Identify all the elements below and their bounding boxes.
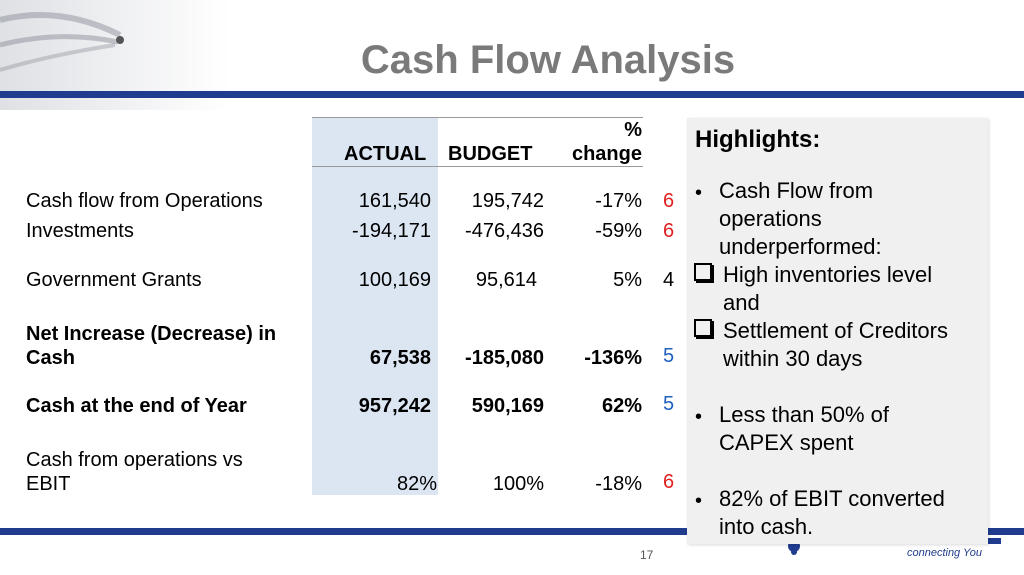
row-change: -18% <box>595 473 642 495</box>
row-actual: 161,540 <box>358 190 431 212</box>
highlight-text: CAPEX spent <box>719 430 854 455</box>
logo-tagline: connecting You <box>907 547 982 559</box>
bullet-icon: • <box>695 182 703 204</box>
row-change: -17% <box>595 190 642 212</box>
highlights-panel <box>687 118 988 544</box>
bottom-accent-bar <box>0 528 1024 535</box>
top-accent-bar <box>0 91 1024 98</box>
row-label-line1: Cash from operations vs <box>26 449 243 471</box>
row-actual: -194,171 <box>352 220 431 242</box>
header-change-line1: % <box>624 119 642 141</box>
row-marker: 5 <box>663 345 675 367</box>
bullet-icon: • <box>695 490 703 512</box>
row-label-line2: EBIT <box>26 473 71 495</box>
table-header-rule <box>312 166 643 167</box>
row-marker: 4 <box>663 269 675 291</box>
highlights-title: Highlights: <box>695 126 821 153</box>
highlight-text: and <box>723 290 760 315</box>
highlight-text: into cash. <box>719 514 814 539</box>
row-change: -136% <box>584 347 642 369</box>
row-actual: 100,169 <box>358 269 431 291</box>
row-budget: -185,080 <box>465 347 544 369</box>
row-marker: 6 <box>663 190 675 212</box>
row-marker: 5 <box>663 393 675 415</box>
row-actual: 957,242 <box>358 395 431 417</box>
page-number: 17 <box>640 548 654 562</box>
highlight-text: underperformed: <box>719 234 882 259</box>
row-marker: 6 <box>663 471 675 493</box>
row-change: 62% <box>601 395 642 417</box>
highlight-text: within 30 days <box>723 346 863 371</box>
highlight-text: Cash Flow from <box>719 178 874 203</box>
page-title: Cash Flow Analysis <box>360 38 736 82</box>
row-label-line2: Cash <box>26 347 75 369</box>
actual-column-highlight <box>312 117 438 495</box>
highlight-text: operations <box>719 206 822 231</box>
row-label: Government Grants <box>26 269 202 291</box>
row-budget: 590,169 <box>471 395 544 417</box>
header-change-line2: change <box>571 143 642 165</box>
checkbox-icon <box>694 319 712 337</box>
row-budget: -476,436 <box>465 220 544 242</box>
row-change: -59% <box>595 220 642 242</box>
highlight-text: Less than 50% of <box>719 402 890 427</box>
header-budget: BUDGET <box>448 143 533 165</box>
row-budget: 95,614 <box>475 269 537 291</box>
row-budget: 195,742 <box>471 190 544 212</box>
header-actual: ACTUAL <box>344 143 427 165</box>
row-marker: 6 <box>663 220 675 242</box>
row-label: Cash at the end of Year <box>26 395 247 417</box>
row-actual: 67,538 <box>369 347 431 369</box>
checkbox-icon <box>694 263 712 281</box>
row-change: 5% <box>613 269 642 291</box>
row-budget: 100% <box>492 473 544 495</box>
row-label: Cash flow from Operations <box>26 190 263 212</box>
highlight-text: High inventories level <box>723 262 933 287</box>
bullet-icon: • <box>695 406 703 428</box>
row-label-line1: Net Increase (Decrease) in <box>26 323 277 345</box>
row-actual: 82% <box>396 473 437 495</box>
highlight-text: Settlement of Creditors <box>723 318 948 343</box>
table-top-rule <box>312 117 643 118</box>
highlight-text: 82% of EBIT converted <box>719 486 945 511</box>
row-label: Investments <box>26 220 134 242</box>
